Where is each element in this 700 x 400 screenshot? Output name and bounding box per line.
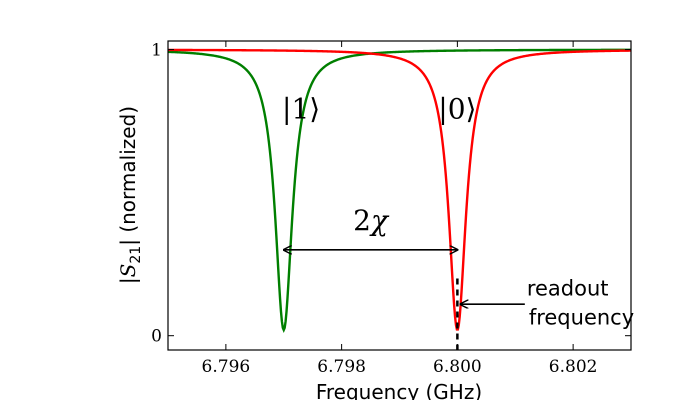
y-tick-label: 1 bbox=[151, 41, 162, 61]
y-axis-ticks: 01 bbox=[151, 41, 631, 347]
state-0-label: |0⟩ bbox=[438, 92, 476, 125]
x-tick-label: 6.798 bbox=[317, 357, 366, 377]
x-axis-ticks: 6.796 6.798 6.800 6.802 bbox=[202, 41, 598, 377]
x-tick-label: 6.800 bbox=[433, 357, 482, 377]
y-axis-label: |S21| (normalized) bbox=[116, 106, 144, 284]
x-tick-label: 6.796 bbox=[202, 357, 251, 377]
dispersive-shift-label: 2χ bbox=[353, 204, 390, 237]
plot-frame bbox=[167, 40, 632, 351]
y-tick-label: 0 bbox=[151, 327, 162, 347]
series-layer bbox=[168, 48, 631, 334]
state-1-label: |1⟩ bbox=[282, 92, 320, 125]
readout-label-line-2: frequency bbox=[529, 306, 634, 330]
x-tick-label: 6.802 bbox=[549, 357, 598, 377]
x-axis-label: Frequency (GHz) bbox=[316, 380, 482, 400]
series-line-1 bbox=[168, 48, 631, 331]
readout-label-line-1: readout bbox=[527, 277, 609, 301]
series-line-0 bbox=[168, 48, 631, 334]
